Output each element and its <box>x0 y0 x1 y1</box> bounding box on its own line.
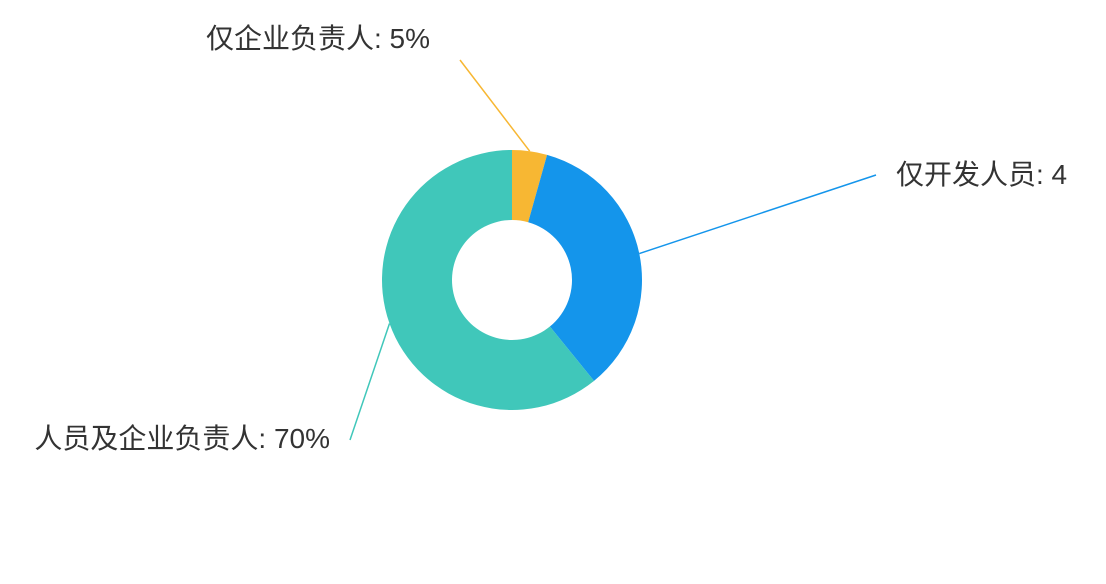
slice-label: 人员及企业负责人: 70% <box>34 423 330 454</box>
donut-chart: 仅企业负责人: 5% 仅开发人员: 4 人员及企业负责人: 70% <box>0 0 1106 584</box>
slice-label: 仅开发人员: 4 <box>896 159 1067 190</box>
slice-label: 仅企业负责人: 5% <box>206 23 430 54</box>
chart-background <box>0 0 1106 584</box>
